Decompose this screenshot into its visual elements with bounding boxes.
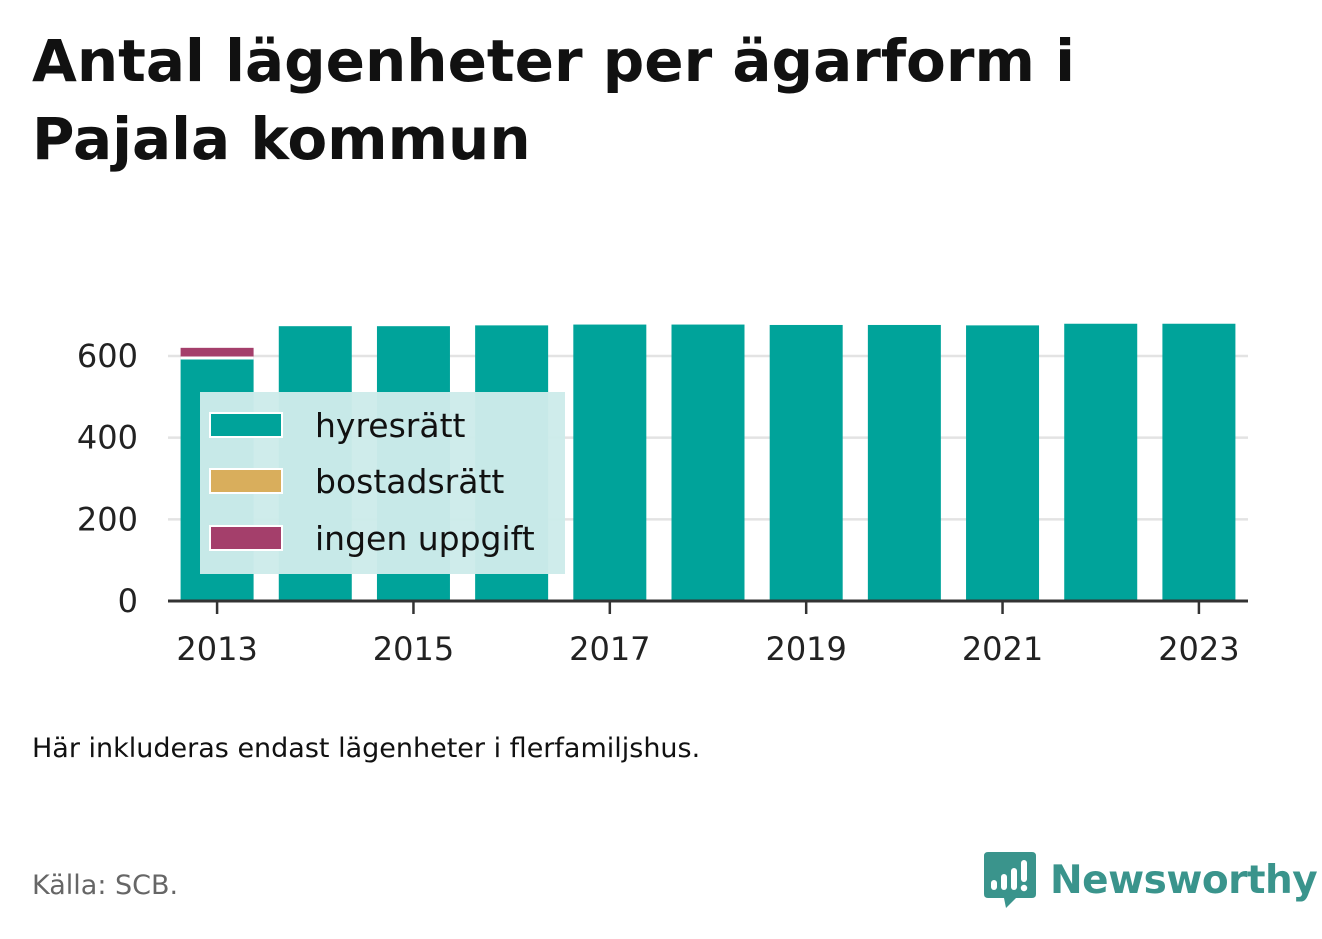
legend: hyresrätt bostadsrätt ingen uppgift bbox=[200, 392, 565, 574]
bar-hyresratt-2023 bbox=[1162, 323, 1236, 601]
source-text: Källa: SCB. bbox=[32, 870, 179, 901]
x-tick-label: 2021 bbox=[962, 630, 1043, 668]
bar-hyresratt-2019 bbox=[769, 324, 843, 601]
legend-label-ingen_uppgift: ingen uppgift bbox=[315, 519, 535, 558]
axes: 0 200 400 600 2013 2015 2017 2019 2021 2023 bbox=[77, 337, 1248, 668]
legend-label-hyresratt: hyresrätt bbox=[315, 406, 466, 445]
x-tick-label: 2017 bbox=[569, 630, 650, 668]
y-tick-label: 600 bbox=[77, 337, 138, 375]
y-tick-label: 400 bbox=[77, 419, 138, 457]
bar-hyresratt-2020 bbox=[867, 324, 941, 601]
newsworthy-logo-icon bbox=[984, 852, 1036, 908]
legend-swatch-ingen_uppgift bbox=[209, 525, 283, 551]
brand-name: Newsworthy bbox=[1050, 857, 1318, 903]
bar-hyresratt-2018 bbox=[671, 324, 745, 601]
legend-swatch-bostadsratt bbox=[209, 468, 283, 494]
legend-swatch-hyresratt bbox=[209, 412, 283, 438]
x-tick-label: 2023 bbox=[1158, 630, 1239, 668]
legend-label-bostadsratt: bostadsrätt bbox=[315, 462, 504, 501]
bar-hyresratt-2022 bbox=[1064, 323, 1138, 601]
chart-title: Antal lägenheter per ägarform i Pajala k… bbox=[32, 27, 1076, 173]
bar-hyresratt-2017 bbox=[573, 324, 647, 601]
chart-note: Här inkluderas endast lägenheter i flerf… bbox=[32, 733, 701, 764]
x-tick-label: 2013 bbox=[176, 630, 257, 668]
bar-ingen_uppgift-2013 bbox=[180, 347, 254, 359]
x-tick-label: 2015 bbox=[373, 630, 454, 668]
y-tick-label: 200 bbox=[77, 500, 138, 538]
newsworthy-logo[interactable]: Newsworthy bbox=[982, 850, 1318, 910]
x-tick-label: 2019 bbox=[765, 630, 846, 668]
bar-hyresratt-2021 bbox=[966, 325, 1040, 601]
y-tick-label: 0 bbox=[118, 582, 138, 620]
